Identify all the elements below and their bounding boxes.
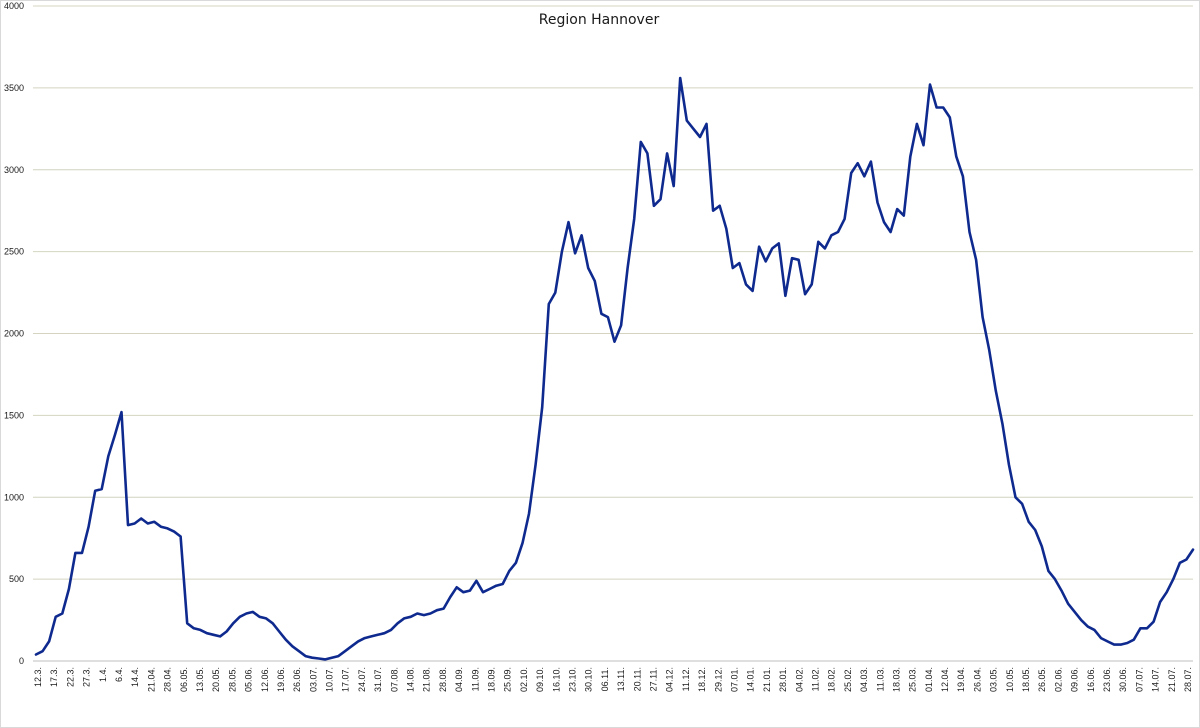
y-tick-label: 0 — [19, 656, 24, 666]
x-tick-label: 12.3. — [33, 667, 43, 687]
x-tick-label: 21.07. — [1167, 667, 1177, 692]
y-tick-label: 2500 — [4, 247, 24, 257]
x-tick-label: 18.02. — [827, 667, 837, 692]
x-tick-label: 18.03. — [891, 667, 901, 692]
x-tick-label: 30.06. — [1118, 667, 1128, 692]
chart-title: Region Hannover — [539, 12, 660, 28]
x-tick-label: 06.11. — [600, 667, 610, 691]
x-tick-label: 11.02. — [810, 667, 820, 691]
x-tick-label: 28.04. — [163, 667, 173, 692]
x-tick-label: 17.07. — [341, 667, 351, 692]
x-tick-label: 25.09. — [503, 667, 513, 692]
x-tick-label: 19.04. — [956, 667, 966, 692]
x-tick-label: 04.02. — [794, 667, 804, 692]
x-tick-label: 31.07. — [373, 667, 383, 692]
x-tick-label: 25.03. — [908, 667, 918, 692]
y-tick-label: 3000 — [4, 165, 24, 175]
x-tick-label: 04.09. — [454, 667, 464, 692]
x-tick-label: 12.04. — [940, 667, 950, 692]
x-tick-label: 19.06. — [276, 667, 286, 692]
x-tick-label: 17.3. — [49, 667, 59, 687]
x-tick-label: 11.03. — [875, 667, 885, 691]
x-tick-label: 10.05. — [1005, 667, 1015, 692]
x-tick-label: 28.08. — [438, 667, 448, 692]
x-tick-label: 21.08. — [422, 667, 432, 692]
y-axis-ticks: 0 500 1000 1500 2000 2500 3000 3500 4000 — [4, 1, 24, 666]
x-tick-label: 18.09. — [487, 667, 497, 692]
x-tick-label: 23.10. — [568, 667, 578, 692]
x-tick-label: 01.04. — [924, 667, 934, 692]
x-tick-label: 6.4. — [114, 667, 124, 682]
x-tick-label: 06.05. — [179, 667, 189, 692]
x-tick-label: 09.10. — [535, 667, 545, 692]
x-tick-label: 13.11. — [616, 667, 626, 691]
x-tick-label: 03.05. — [989, 667, 999, 692]
x-tick-label: 09.06. — [1070, 667, 1080, 692]
x-tick-label: 02.10. — [519, 667, 529, 692]
x-tick-label: 21.01. — [762, 667, 772, 692]
x-tick-label: 10.07. — [325, 667, 335, 692]
x-tick-label: 11.09. — [470, 667, 480, 691]
x-tick-label: 28.01. — [778, 667, 788, 692]
x-tick-label: 07.08. — [389, 667, 399, 692]
x-tick-label: 28.07. — [1183, 667, 1193, 692]
x-axis-ticks: 12.3. 17.3. 22.3. 27.3. 1.4. 6.4. 14.4. 21.04. 2… — [33, 667, 1193, 692]
x-tick-label: 18.05. — [1021, 667, 1031, 692]
x-tick-label: 30.10. — [584, 667, 594, 692]
x-tick-label: 1.4. — [98, 667, 108, 682]
x-tick-label: 04.03. — [859, 667, 869, 692]
x-tick-label: 29.12. — [713, 667, 723, 692]
x-tick-label: 28.05. — [227, 667, 237, 692]
x-tick-label: 14.4. — [130, 667, 140, 687]
x-tick-label: 24.07. — [357, 667, 367, 692]
x-tick-label: 07.01. — [729, 667, 739, 692]
x-tick-label: 07.07. — [1134, 667, 1144, 692]
x-tick-label: 20.05. — [211, 667, 221, 692]
x-tick-label: 14.07. — [1151, 667, 1161, 692]
x-tick-label: 03.07. — [308, 667, 318, 692]
x-tick-label: 27.3. — [82, 667, 92, 687]
x-tick-label: 04.12. — [665, 667, 675, 692]
x-tick-label: 26.06. — [292, 667, 302, 692]
y-tick-label: 3500 — [4, 83, 24, 93]
y-tick-label: 2000 — [4, 329, 24, 339]
y-tick-label: 4000 — [4, 1, 24, 11]
x-tick-label: 11.12. — [681, 667, 691, 691]
x-tick-label: 22.3. — [65, 667, 75, 687]
x-tick-label: 14.08. — [406, 667, 416, 692]
x-tick-label: 21.04. — [146, 667, 156, 692]
x-tick-label: 16.06. — [1086, 667, 1096, 692]
series-cases — [34, 76, 1195, 661]
x-tick-label: 02.06. — [1053, 667, 1063, 692]
x-tick-label: 23.06. — [1102, 667, 1112, 692]
x-tick-label: 25.02. — [843, 667, 853, 692]
series-line — [34, 76, 1195, 661]
y-tick-label: 1000 — [4, 492, 24, 502]
x-tick-label: 27.11. — [648, 667, 658, 691]
x-tick-label: 13.05. — [195, 667, 205, 692]
y-tick-label: 500 — [9, 574, 24, 584]
x-tick-label: 14.01. — [746, 667, 756, 692]
x-tick-label: 26.04. — [972, 667, 982, 692]
x-tick-label: 05.06. — [244, 667, 254, 692]
x-tick-label: 26.05. — [1037, 667, 1047, 692]
x-tick-label: 16.10. — [551, 667, 561, 692]
x-tick-label: 18.12. — [697, 667, 707, 692]
x-tick-label: 12.06. — [260, 667, 270, 692]
x-tick-label: 20.11. — [632, 667, 642, 691]
y-tick-label: 1500 — [4, 410, 24, 420]
